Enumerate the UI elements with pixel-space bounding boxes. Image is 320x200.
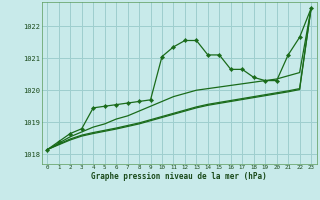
X-axis label: Graphe pression niveau de la mer (hPa): Graphe pression niveau de la mer (hPa) xyxy=(91,172,267,181)
